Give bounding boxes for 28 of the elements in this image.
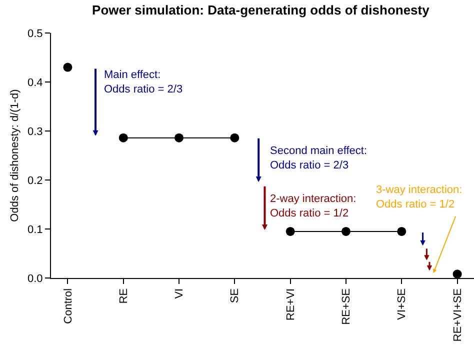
point — [452, 270, 462, 279]
point — [174, 133, 184, 142]
point — [341, 226, 350, 236]
x-tick-label: RE+VI — [284, 288, 297, 321]
y-tick-label: 0.4 — [28, 76, 43, 89]
annotation: Second main effect: Odds ratio = 2/3 — [270, 145, 368, 172]
point — [63, 62, 72, 72]
x-tick-label: Control — [62, 288, 74, 324]
x-tick-label: RE — [118, 288, 130, 304]
y-tick-label: 0.0 — [28, 272, 43, 285]
y-tick-label: 0.1 — [28, 224, 43, 236]
point — [230, 133, 240, 142]
y-tick-label: 0.3 — [28, 126, 43, 138]
x-tick-label: RE+SE — [340, 288, 353, 325]
point — [397, 226, 406, 236]
y-tick-label: 0.5 — [28, 28, 43, 40]
x-tick-label: RE+VI+SE — [452, 288, 464, 342]
x-tick-label: VI+SE — [396, 288, 408, 320]
y-tick-label: 0.2 — [28, 174, 43, 187]
chart-title: Power simulation: Data-generating odds of dishonesty — [92, 2, 430, 18]
point — [286, 226, 295, 236]
annotation: 3-way interaction: Odds ratio = 1/2 — [376, 184, 462, 210]
annotation: 2-way interaction: Odds ratio = 1/2 — [270, 193, 356, 220]
y-axis-title: Odds of dishonesty: d/(1-d) — [9, 89, 22, 222]
point — [118, 133, 128, 142]
x-tick-label: SE — [229, 288, 242, 304]
annotation: Main effect: Odds ratio = 2/3 — [104, 69, 183, 96]
x-tick-label: VI — [174, 288, 186, 299]
